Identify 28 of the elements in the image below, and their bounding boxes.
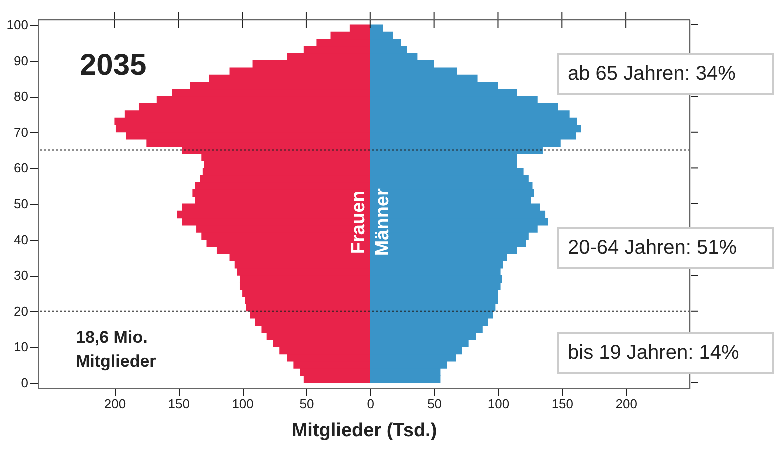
- x-tick-label: 100: [232, 396, 254, 412]
- y-tick-label: 60: [14, 160, 28, 176]
- series-label: Männer: [372, 188, 394, 256]
- y-tick-label: 10: [14, 340, 28, 355]
- y-tick-label: 30: [14, 268, 28, 284]
- y-tick-label: 20: [14, 304, 28, 319]
- y-tick-label: 100: [6, 18, 28, 32]
- x-tick-label: 150: [552, 396, 574, 412]
- x-tick-label: 100: [488, 396, 510, 412]
- y-tick-label: 70: [14, 124, 28, 140]
- y-tick-label: 0: [21, 376, 28, 390]
- annotation: 2035: [80, 49, 147, 82]
- x-tick-label: 200: [104, 396, 126, 412]
- y-tick-label: 80: [14, 89, 28, 104]
- annotation: 20-64 Jahren: 51%: [568, 237, 738, 259]
- y-tick-label: 40: [14, 232, 28, 248]
- y-tick-label: 90: [14, 53, 28, 68]
- y-tick-label: 50: [14, 196, 28, 212]
- annotation: ab 65 Jahren: 34%: [568, 63, 736, 85]
- x-tick-label: 0: [367, 396, 375, 412]
- series-label: Frauen: [348, 190, 370, 254]
- x-axis-title: Mitglieder (Tsd.): [292, 420, 438, 442]
- annotation: bis 19 Jahren: 14%: [568, 342, 740, 364]
- x-tick-label: 50: [300, 396, 314, 412]
- x-tick-label: 150: [168, 396, 190, 412]
- x-tick-label: 50: [428, 396, 442, 412]
- x-tick-label: 200: [616, 396, 638, 412]
- annotation: 18,6 Mio. Mitglieder: [76, 328, 157, 371]
